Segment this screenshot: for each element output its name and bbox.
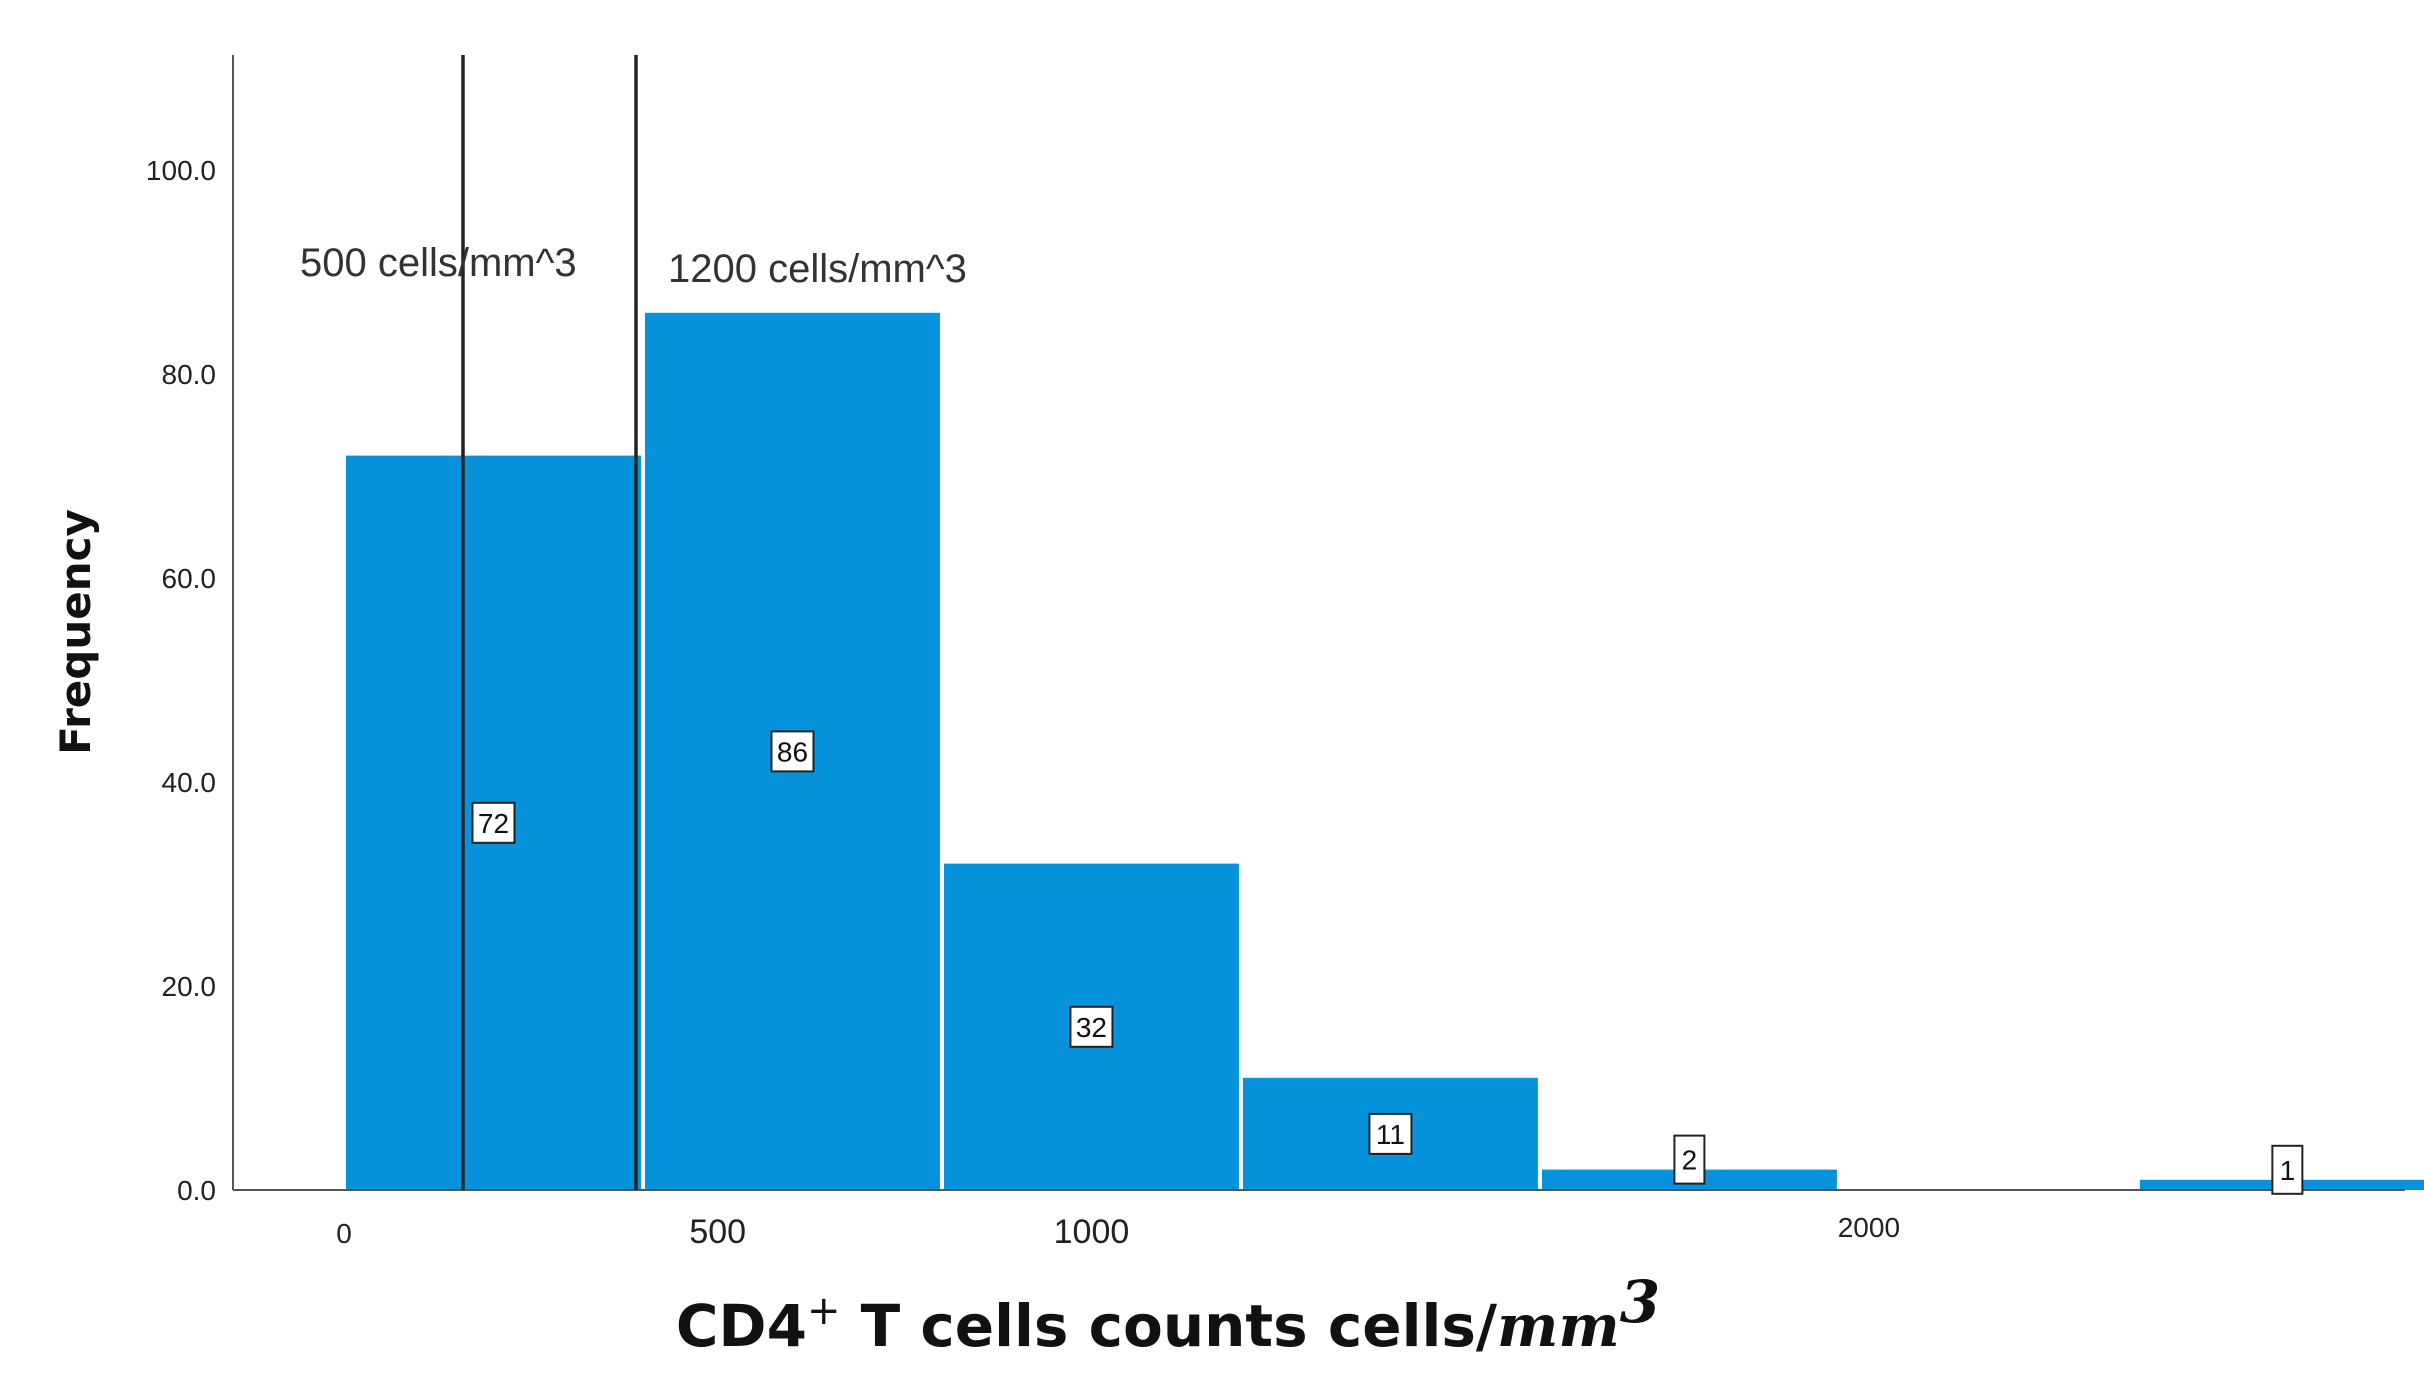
y-tick-label: 40.0 xyxy=(162,767,217,798)
data-label: 1 xyxy=(2280,1155,2296,1186)
data-label: 11 xyxy=(1376,1119,1405,1150)
data-labels-group: 72863211211 xyxy=(471,730,2304,1195)
data-label-box xyxy=(1368,1112,1413,1155)
data-label-box xyxy=(2271,1144,2304,1195)
x-axis-label: CD4+ T cells counts cells/mm3 xyxy=(676,1268,1660,1360)
data-label-box xyxy=(770,730,815,773)
y-tick-label: 80.0 xyxy=(162,359,217,390)
reference-lines-group: 500 cells/mm^3 1200 cells/mm^3 xyxy=(300,55,967,1190)
data-label: 2 xyxy=(1682,1145,1698,1176)
axes-group xyxy=(232,55,2405,1191)
x-tick-label: 500 xyxy=(689,1213,746,1251)
y-tick-label: 0.0 xyxy=(177,1175,216,1206)
ticks-group: 0.020.040.060.080.0100.00500100020004000… xyxy=(146,155,1900,1251)
data-label-box xyxy=(1069,1005,1114,1048)
reference-line-label: 1200 cells/mm^3 xyxy=(668,247,967,291)
y-tick-label: 20.0 xyxy=(162,971,217,1002)
data-label: 86 xyxy=(777,736,808,767)
data-label: 72 xyxy=(478,808,509,839)
x-tick-label: 0 xyxy=(336,1218,352,1249)
data-label-box xyxy=(1673,1134,1706,1185)
y-tick-label: 100.0 xyxy=(146,155,216,186)
data-label: 32 xyxy=(1076,1012,1107,1043)
bars-group xyxy=(346,312,2424,1191)
reference-line-label: 500 cells/mm^3 xyxy=(300,241,577,285)
y-axis-label: Frequency xyxy=(51,509,100,755)
y-tick-label: 60.0 xyxy=(162,563,217,594)
x-tick-label: 1000 xyxy=(1054,1213,1130,1251)
x-tick-label: 2000 xyxy=(1838,1212,1900,1243)
data-label-box xyxy=(471,801,516,844)
